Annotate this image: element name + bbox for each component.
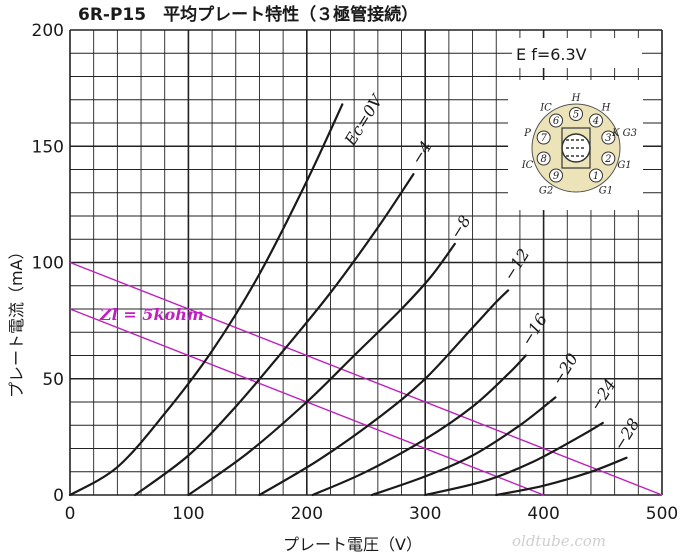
- x-tick-label: 300: [409, 504, 441, 524]
- tube-pin-label: P: [523, 128, 531, 139]
- curve-label: −16: [517, 310, 551, 349]
- plate-curve-1: [134, 173, 415, 497]
- tube-pin: [601, 130, 616, 145]
- y-tick-label: 50: [42, 370, 64, 390]
- curve-label: −4: [407, 138, 436, 168]
- y-tick-label: 100: [32, 254, 64, 274]
- x-tick-label: 100: [172, 504, 204, 524]
- heater-annotation: E f=6.3V: [516, 45, 587, 64]
- plate-curve-5: [370, 396, 557, 497]
- y-tick-label: 0: [53, 486, 64, 506]
- tube-pin-label: G1: [617, 160, 631, 171]
- load-line-1: [69, 261, 663, 496]
- tube-pin-number: 9: [553, 171, 560, 182]
- tube-pin-number: 7: [540, 133, 547, 144]
- tube-pin: [569, 107, 583, 121]
- plate-curve-7: [495, 456, 628, 497]
- tube-pin-number: 2: [604, 154, 611, 165]
- x-tick-label: 0: [65, 504, 76, 524]
- curve-label: −12: [499, 245, 533, 284]
- chart-title: 6R-P15 平均プレート特性（３極管接続）: [78, 4, 418, 25]
- plate-curves: [68, 103, 628, 497]
- tube-pin: [601, 151, 616, 166]
- x-tick-labels: 0 100 200 300 400 500: [65, 504, 679, 524]
- x-tick-label: 200: [291, 504, 323, 524]
- curve-label: −8: [446, 212, 475, 242]
- tube-pin-number: 1: [593, 171, 599, 182]
- plate-curve-3: [258, 289, 510, 497]
- plate-curve-4: [311, 354, 527, 497]
- y-tick-label: 150: [32, 137, 64, 157]
- plate-curve-0: [68, 103, 344, 497]
- tube-pin-number: 3: [605, 133, 611, 144]
- tube-pin: [536, 130, 551, 145]
- watermark: oldtube.com: [512, 532, 606, 550]
- tube-pin: [588, 113, 603, 128]
- x-axis-label: プレート電圧（V）: [283, 535, 422, 554]
- heater-annotation-bg: [512, 38, 642, 68]
- y-tick-label: 200: [32, 21, 64, 41]
- tube-pin-label: G1: [599, 185, 613, 196]
- tube-pin: [588, 168, 603, 183]
- tube-pin-label: K G3: [611, 128, 637, 139]
- x-tick-label: 400: [527, 504, 559, 524]
- tube-pin-label: H: [601, 103, 611, 114]
- tube-pin: [549, 113, 564, 128]
- tube-pin-number: 5: [573, 110, 579, 121]
- load-line-label: Zl = 5kohm: [99, 305, 204, 324]
- plate-curve-6: [424, 421, 604, 497]
- tube-pin-label: G2: [539, 185, 553, 196]
- tube-pin-label: H: [571, 93, 581, 104]
- tube-pin: [536, 151, 551, 166]
- tube-pin-label: IC: [539, 103, 552, 114]
- tube-pin-label: IC: [521, 160, 534, 171]
- y-axis-label: プレート電流（mA）: [7, 243, 26, 398]
- tube-pin-number: 4: [592, 116, 599, 127]
- plate-curve-2: [187, 242, 456, 497]
- tube-pin-number: 6: [553, 116, 560, 127]
- tube-pin-number: 8: [540, 154, 546, 165]
- tube-pin: [549, 168, 564, 183]
- x-tick-label: 500: [646, 504, 678, 524]
- y-tick-labels: 0 50 100 150 200: [32, 21, 64, 506]
